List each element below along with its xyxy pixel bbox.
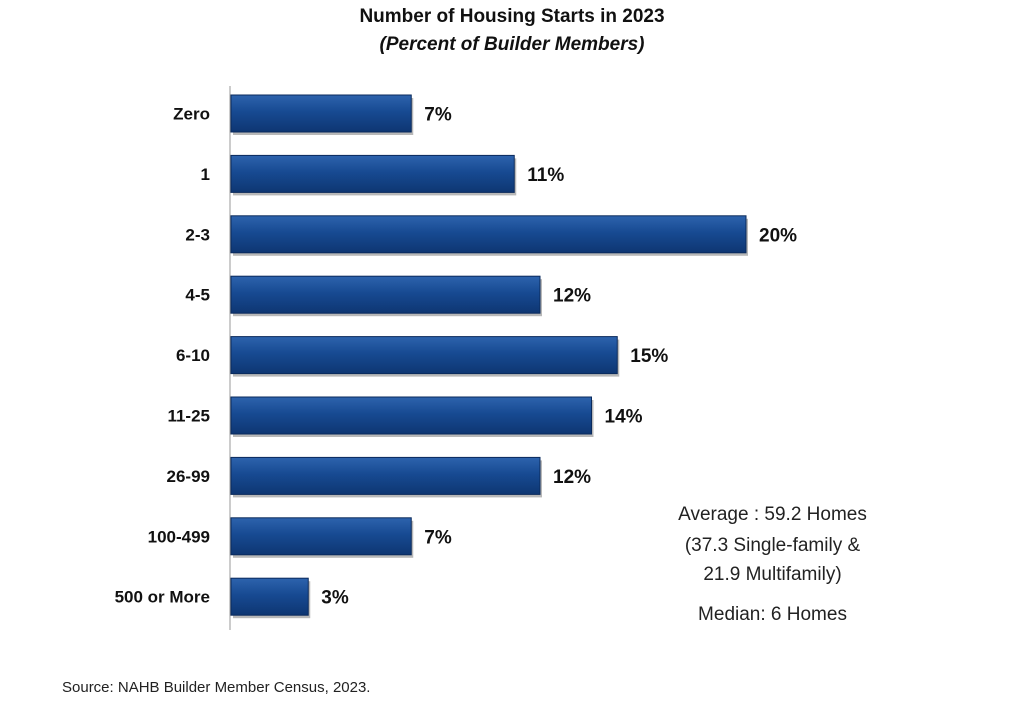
chart-subtitle: (Percent of Builder Members) (379, 34, 645, 55)
value-label: 12% (553, 286, 591, 307)
value-label: 7% (424, 105, 452, 126)
bar-zero (230, 94, 412, 133)
bar-2-3 (230, 215, 747, 254)
category-label: 4-5 (185, 286, 210, 305)
bar-26-99 (230, 456, 541, 495)
value-label: 14% (605, 407, 643, 428)
category-label: 2-3 (185, 225, 210, 244)
bar-1 (230, 154, 515, 193)
value-label: 11% (527, 165, 564, 186)
source-note: Source: NAHB Builder Member Census, 2023… (62, 679, 371, 696)
category-label: 6-10 (176, 346, 210, 365)
value-label: 7% (424, 527, 452, 548)
value-label: 3% (321, 588, 349, 609)
bar-6-10 (230, 336, 618, 375)
median-annotation: Median: 6 Homes (698, 604, 847, 625)
value-label: 12% (553, 467, 591, 488)
category-label: 100-499 (148, 527, 210, 546)
value-label: 15% (630, 346, 668, 367)
average-breakdown-single: (37.3 Single-family & (684, 535, 861, 556)
average-annotation: Average : 59.2 Homes (678, 504, 867, 525)
value-label: 20% (759, 225, 797, 246)
category-label: Zero (173, 105, 210, 124)
category-label: 1 (201, 165, 210, 184)
category-label: 500 or More (115, 588, 210, 607)
bar-500-or-more (230, 577, 309, 616)
average-breakdown-multi: 21.9 Multifamily) (703, 564, 842, 585)
bar-4-5 (230, 275, 541, 314)
chart-title: Number of Housing Starts in 2023 (359, 6, 665, 27)
category-label: 11-25 (167, 407, 210, 426)
category-label: 26-99 (167, 467, 210, 486)
bar-100-499 (230, 517, 412, 556)
bar-11-25 (230, 396, 592, 435)
